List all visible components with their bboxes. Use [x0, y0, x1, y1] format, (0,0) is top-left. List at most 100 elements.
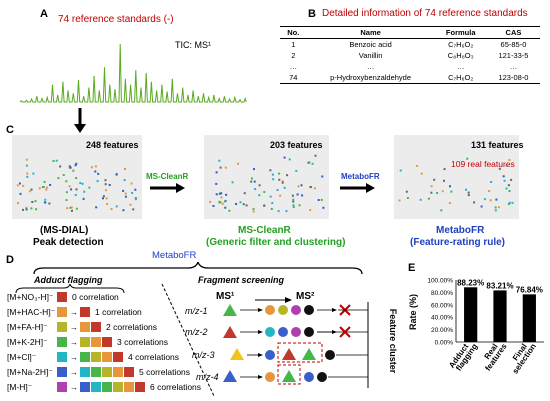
scatter-point	[503, 179, 506, 182]
fragment-label: m/z-1	[185, 306, 208, 316]
scatter-point	[52, 160, 55, 162]
cell: C₇H₆O₂	[448, 73, 474, 82]
scatter-point	[322, 206, 325, 209]
plot1-caption1: (MS-DIAL)	[40, 225, 89, 236]
scatter-point	[88, 186, 91, 189]
arrow1-label: MS-CleanR	[146, 172, 189, 181]
header-no: No.	[287, 28, 300, 37]
scatter-point	[42, 186, 45, 188]
scatter-point	[75, 188, 78, 191]
brace	[33, 262, 363, 275]
scatter-point	[235, 203, 238, 205]
scatter-point	[29, 190, 32, 193]
scatter-point	[488, 190, 491, 192]
table-row: 74 p-Hydroxybenzaldehyde C₇H₆O₂ 123-08-0	[280, 72, 540, 84]
adduct-correlation: 0 correlation	[72, 292, 119, 302]
fragment-title: Fragment screening	[198, 275, 285, 285]
table-header-row: No. Name Formula CAS	[280, 26, 540, 39]
scatter-point	[440, 209, 443, 212]
cell: …	[509, 62, 518, 71]
scatter-point	[276, 189, 279, 191]
scatter-point	[292, 206, 295, 208]
scatter-point	[66, 207, 69, 210]
scatter-points	[16, 158, 137, 212]
highlight-box	[277, 364, 301, 385]
scatter-point	[218, 192, 221, 195]
scatter-point	[68, 166, 71, 169]
panel-a-label: A	[40, 8, 48, 20]
bar	[493, 290, 507, 342]
arrow-icon: →	[70, 382, 78, 392]
scatter-point	[419, 198, 422, 201]
scatter-point	[221, 202, 224, 205]
scatter-point	[97, 172, 100, 175]
scatter-point	[62, 174, 65, 176]
scatter-point	[448, 202, 451, 204]
color-square	[113, 367, 123, 377]
scatter-point	[270, 208, 273, 210]
scatter-point	[134, 197, 137, 200]
circle-icon	[265, 350, 275, 360]
adduct-correlation: 3 correlations	[117, 337, 169, 347]
scatter-point	[508, 190, 511, 192]
scatter-point	[105, 189, 107, 192]
cell: …	[289, 62, 298, 71]
cell: Benzoic acid	[349, 40, 392, 49]
scatter-point	[242, 203, 245, 206]
scatter-point	[94, 165, 97, 168]
scatter-point	[25, 158, 28, 161]
scatter-point	[298, 204, 301, 207]
color-square	[57, 367, 67, 377]
bar-data-label: 83.21%	[486, 281, 513, 290]
scatter-point	[223, 200, 226, 203]
triangle-icon	[230, 348, 244, 360]
scatter-plot-3	[394, 135, 519, 219]
feature-cluster-label: Feature cluster	[388, 308, 398, 374]
adduct-correlation: 1 correlation	[95, 307, 142, 317]
header-name: Name	[360, 28, 381, 37]
color-square	[102, 352, 112, 362]
scatter-point	[494, 206, 497, 209]
scatter-point	[467, 194, 470, 197]
scatter-point	[69, 206, 72, 209]
scatter-point	[74, 194, 77, 196]
scatter-point	[215, 193, 218, 196]
scatter-point	[254, 188, 257, 191]
scatter-point	[250, 180, 253, 183]
scatter-point	[494, 209, 497, 212]
scatter-point	[104, 183, 107, 186]
scatter-point	[122, 189, 125, 192]
chromatogram-trace	[19, 43, 247, 103]
scatter-point	[272, 178, 275, 181]
scatter-point	[32, 172, 35, 175]
scatter-point	[22, 184, 25, 187]
scatter-point	[38, 187, 41, 190]
cell: 1	[291, 40, 296, 49]
scatter-point	[59, 165, 62, 168]
scatter-point	[253, 180, 256, 183]
scatter-point	[497, 206, 500, 209]
cell: 123-08-0	[498, 73, 529, 82]
color-square	[57, 352, 67, 362]
scatter-point	[271, 202, 274, 204]
scatter-point	[278, 178, 281, 181]
scatter-point	[31, 201, 34, 203]
bar	[522, 294, 536, 342]
scatter-point	[252, 208, 255, 211]
adduct-correlation: 4 correlations	[128, 352, 180, 362]
adduct-row: [M+NO₃-H]⁻ 0 correlation	[7, 290, 119, 304]
scatter-point	[108, 184, 111, 186]
scatter-point	[43, 180, 46, 183]
scatter-point	[321, 175, 324, 178]
scatter-point	[251, 177, 253, 180]
scatter-point	[300, 184, 303, 187]
down-arrow-icon	[74, 108, 86, 133]
tic-label: TIC: MS¹	[175, 40, 211, 50]
color-square	[80, 352, 90, 362]
scatter-plot-1	[12, 135, 142, 219]
scatter-point	[218, 159, 221, 162]
scatter-point	[405, 190, 408, 193]
plot3-real-features: 109 real features	[451, 159, 515, 169]
color-square	[91, 322, 101, 332]
